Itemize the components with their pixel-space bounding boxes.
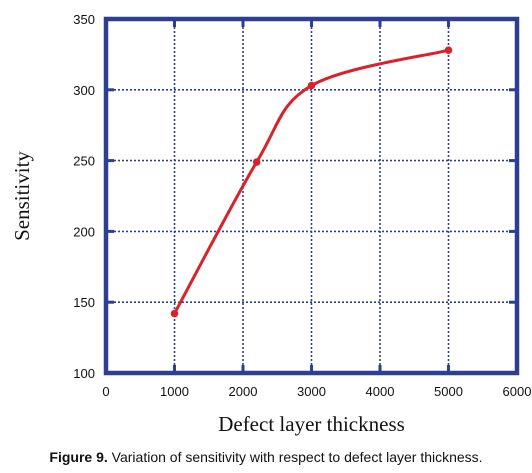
caption-text: Variation of sensitivity with respect to…: [107, 449, 483, 465]
x-axis-title: Defect layer thickness: [218, 412, 405, 436]
y-tick-label: 200: [73, 224, 95, 239]
figure-number: Figure 9.: [49, 449, 108, 465]
figure-caption: Figure 9. Variation of sensitivity with …: [0, 449, 532, 465]
data-point: [170, 309, 179, 318]
x-tick-label: 0: [102, 384, 109, 399]
y-tick-labels: 100 150 200 250 300 350: [73, 12, 95, 381]
x-tick-label: 3000: [297, 384, 326, 399]
y-axis-title: Sensitivity: [10, 151, 34, 241]
line-chart: 0 1000 2000 3000 4000 5000 6000 100 150 200 250 30…: [10, 12, 531, 436]
x-tick-labels: 0 1000 2000 3000 4000 5000 6000: [102, 384, 531, 399]
y-tick-label: 100: [73, 366, 95, 381]
data-point: [252, 158, 261, 166]
data-point: [444, 46, 453, 54]
y-tick-label: 300: [73, 83, 95, 98]
y-tick-label: 250: [73, 154, 95, 169]
tick-marks: [106, 19, 517, 373]
y-tick-label: 350: [73, 12, 95, 27]
data-point: [307, 81, 316, 90]
x-tick-label: 6000: [503, 384, 532, 399]
x-tick-label: 1000: [160, 384, 189, 399]
y-tick-label: 150: [73, 295, 95, 310]
x-tick-label: 4000: [366, 384, 395, 399]
gridlines: [106, 19, 517, 373]
x-tick-label: 2000: [229, 384, 258, 399]
data-series: [170, 46, 453, 318]
x-tick-label: 5000: [434, 384, 463, 399]
series-line: [173, 48, 449, 315]
